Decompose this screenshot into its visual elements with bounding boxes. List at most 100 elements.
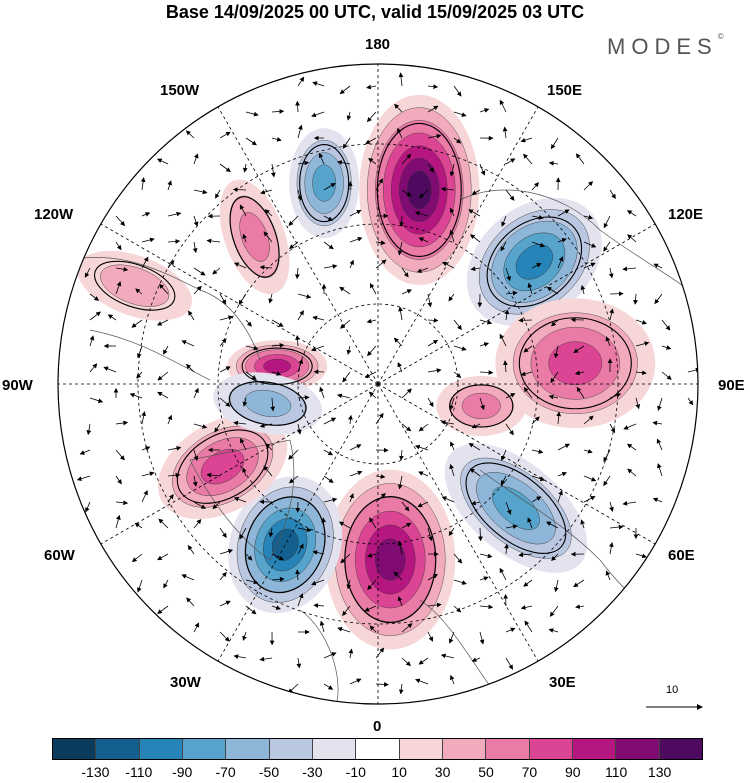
wind-vector bbox=[418, 423, 429, 432]
wind-vector bbox=[141, 471, 155, 477]
colorbar-tick-label: -30 bbox=[302, 764, 323, 780]
lon-label-0: 0 bbox=[373, 718, 382, 735]
wind-vector bbox=[653, 263, 663, 269]
wind-vector bbox=[427, 293, 433, 308]
wind-vector bbox=[427, 368, 442, 373]
wind-vector bbox=[115, 500, 129, 506]
wind-vector bbox=[206, 238, 221, 244]
wind-vector bbox=[440, 186, 455, 192]
wind-vector bbox=[502, 126, 508, 139]
wind-vector bbox=[418, 657, 429, 665]
wind-vector bbox=[427, 84, 439, 90]
wind-vector bbox=[397, 241, 403, 256]
wind-vector bbox=[622, 501, 637, 506]
wind-vector bbox=[553, 345, 559, 359]
wind-vector bbox=[193, 153, 199, 165]
wind-vector bbox=[550, 371, 559, 384]
wind-vector bbox=[501, 215, 507, 227]
wind-vector bbox=[375, 647, 385, 659]
colorbar-cell bbox=[96, 739, 140, 759]
colorbar-cell bbox=[616, 739, 660, 759]
wind-vector bbox=[453, 605, 462, 613]
wind-vector bbox=[193, 622, 200, 633]
wind-vector bbox=[297, 593, 304, 607]
wind-vector bbox=[167, 211, 182, 217]
colorbar-cell bbox=[356, 739, 400, 759]
wind-vector bbox=[523, 345, 533, 353]
wind-vector bbox=[499, 99, 507, 113]
wind-vector bbox=[399, 449, 404, 461]
wind-vector bbox=[479, 576, 489, 581]
colorbar-tick-label: 130 bbox=[647, 764, 672, 780]
wind-vector bbox=[103, 366, 117, 373]
wind-vector bbox=[551, 553, 559, 562]
wind-vector bbox=[187, 544, 195, 555]
wind-vector bbox=[375, 474, 386, 479]
wind-vector bbox=[414, 444, 429, 451]
wind-vector bbox=[158, 518, 169, 529]
reference-vector-value: 10 bbox=[666, 684, 679, 696]
wind-vector bbox=[242, 631, 247, 641]
wind-vector bbox=[468, 209, 481, 217]
wind-vector bbox=[115, 215, 126, 227]
colorbar-tick-label: -50 bbox=[258, 764, 280, 780]
wind-vector bbox=[193, 215, 199, 227]
colorbar-cell bbox=[659, 739, 702, 759]
circulation-streamline bbox=[94, 260, 176, 311]
wind-vector bbox=[323, 417, 337, 425]
wind-vector bbox=[609, 423, 616, 434]
wind-vector bbox=[367, 345, 377, 357]
wind-vector bbox=[206, 472, 221, 478]
colorbar-tick-label: 90 bbox=[565, 764, 581, 780]
wind-vector bbox=[245, 605, 257, 615]
wind-vector bbox=[427, 339, 439, 347]
wind-vector bbox=[448, 293, 455, 302]
wind-vector bbox=[397, 361, 403, 373]
wind-vector bbox=[297, 543, 304, 555]
colorbar-cell bbox=[399, 739, 443, 759]
wind-vector bbox=[85, 501, 91, 513]
wind-vector bbox=[219, 338, 227, 347]
wind-vector bbox=[239, 527, 247, 540]
wind-vector bbox=[141, 490, 148, 503]
wind-vector bbox=[115, 449, 125, 461]
wind-vector bbox=[89, 363, 98, 373]
wind-vector bbox=[319, 620, 325, 633]
wind-vector bbox=[441, 496, 455, 503]
wind-vector bbox=[242, 397, 248, 407]
wind-vector bbox=[193, 449, 199, 462]
wind-vector bbox=[427, 573, 438, 581]
wind-vector bbox=[136, 345, 143, 359]
wind-vector bbox=[297, 76, 305, 87]
wind-vector bbox=[79, 449, 91, 455]
wind-vector bbox=[295, 267, 300, 280]
wind-vector bbox=[523, 153, 533, 165]
wind-vector bbox=[500, 241, 507, 252]
wind-vector bbox=[453, 85, 462, 97]
wind-vector bbox=[319, 386, 325, 399]
lon-label-90e: 90E bbox=[718, 377, 745, 394]
wind-vector bbox=[575, 604, 585, 610]
wind-vector bbox=[479, 163, 486, 176]
wind-vector bbox=[348, 414, 353, 425]
wind-vector bbox=[115, 241, 122, 251]
wind-vector bbox=[219, 548, 234, 555]
wind-vector bbox=[369, 625, 377, 633]
wind-vector bbox=[271, 342, 285, 348]
wind-vector bbox=[340, 553, 351, 564]
wind-vector bbox=[271, 109, 285, 114]
wind-vector bbox=[419, 189, 429, 199]
wind-vector bbox=[193, 501, 206, 509]
wind-vector bbox=[219, 293, 227, 305]
wind-vector bbox=[505, 158, 516, 165]
wind-vector bbox=[453, 553, 463, 564]
wind-vector bbox=[440, 420, 455, 425]
wind-vector bbox=[520, 371, 533, 377]
graticule bbox=[58, 64, 698, 704]
wind-vector bbox=[288, 449, 299, 460]
meridian-line bbox=[377, 383, 656, 545]
wind-vector bbox=[268, 293, 273, 304]
wind-vector bbox=[531, 241, 545, 248]
wind-vector bbox=[505, 189, 515, 201]
wind-vector bbox=[167, 414, 173, 425]
